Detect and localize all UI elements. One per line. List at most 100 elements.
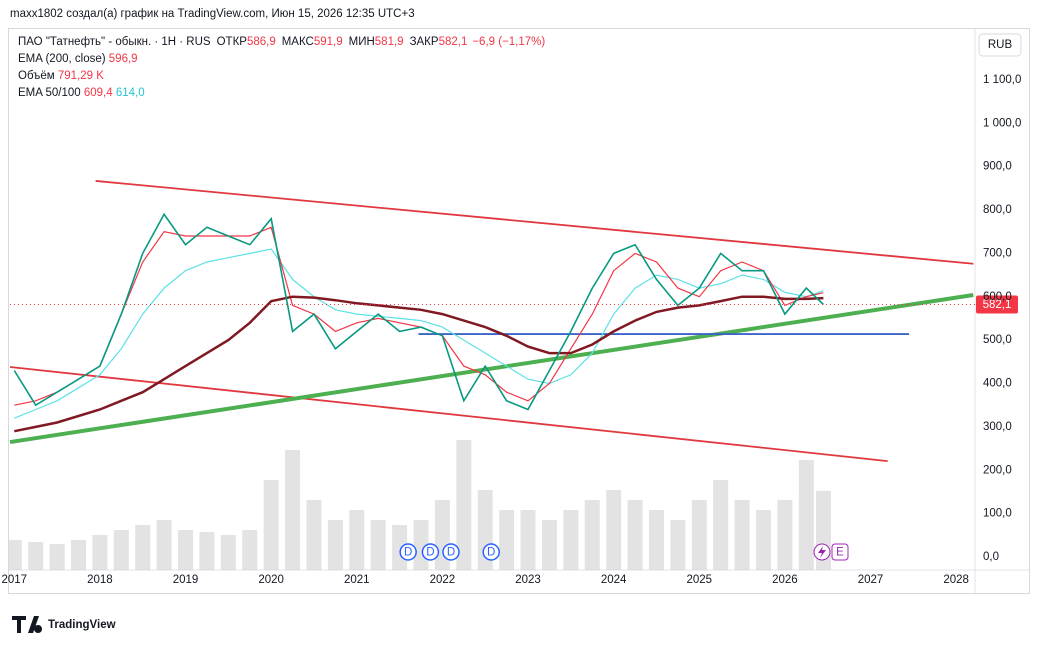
x-tick-label: 2018: [87, 574, 113, 586]
legend-value: 791,29 K: [58, 70, 104, 82]
volume-bar: [156, 520, 172, 570]
trend-line: [95, 180, 974, 265]
volume-bar: [648, 510, 664, 570]
volume-bar: [499, 510, 515, 570]
volume-bar: [777, 500, 793, 570]
volume-bar: [178, 530, 194, 570]
ohlc-label: ОТКР: [217, 36, 248, 48]
attribution: maxx1802 создал(а) график на TradingView…: [10, 8, 415, 20]
currency-button[interactable]: [978, 33, 1022, 57]
volume-bar: [349, 510, 365, 570]
dividend-marker: [399, 543, 417, 561]
earnings-label: E: [836, 547, 844, 559]
x-tick-label: 2023: [515, 574, 541, 586]
x-tick-label: 2021: [344, 574, 370, 586]
y-tick-label: 900,0: [983, 161, 1012, 173]
volume-bar: [49, 544, 65, 570]
ema-line: [14, 248, 824, 419]
legend-name: EMA (200, close): [18, 53, 106, 65]
ohlc-label: МИН: [349, 36, 375, 48]
volume-bar: [541, 520, 557, 570]
x-tick-label: 2028: [943, 574, 969, 586]
volume-bar: [606, 490, 622, 570]
brand-name: TradingView: [48, 619, 116, 631]
y-tick-label: 1 000,0: [983, 117, 1021, 129]
plot-area: [9, 180, 975, 570]
legend-ema50-100: EMA 50/100 609,4 614,0: [18, 87, 145, 99]
volume-bar: [135, 525, 151, 570]
ohlc-label: МАКС: [282, 36, 314, 48]
legend-volume: Объём 791,29 K: [18, 70, 104, 82]
x-tick-label: 2024: [601, 574, 627, 586]
overlay: 582,1 D D D D: [399, 295, 1018, 561]
dividend-label: D: [426, 547, 434, 559]
legend: ПАО "Татнефть" - обыкн. · 1H · RUS ОТКР58…: [18, 36, 545, 99]
volume-bar: [306, 500, 322, 570]
y-tick-label: 500,0: [983, 334, 1012, 346]
volume-bar: [520, 510, 536, 570]
legend-value: 609,4: [84, 87, 113, 99]
volume-bar: [627, 500, 643, 570]
volume-bar: [563, 510, 579, 570]
volume-bar: [28, 542, 44, 570]
ohlc-label: ЗАКР: [410, 36, 439, 48]
x-tick-label: 2025: [686, 574, 712, 586]
brand-logo: TradingView: [12, 616, 116, 633]
volume-bar: [263, 480, 279, 570]
y-tick-label: 1 100,0: [983, 74, 1021, 86]
dividend-label: D: [447, 547, 455, 559]
volume-bar: [220, 535, 236, 570]
dividend-label: D: [487, 547, 495, 559]
dividend-marker: [421, 543, 440, 561]
legend-value: 614,0: [116, 87, 145, 99]
chart-frame: [8, 28, 1030, 594]
volume-bar: [327, 520, 343, 570]
volume-bar: [370, 520, 386, 570]
ohlc-value: 591,9: [314, 36, 343, 48]
volume-bar: [798, 460, 814, 570]
trend-line: [9, 293, 974, 445]
y-tick-label: 300,0: [983, 421, 1012, 433]
change: −6,9 (−1,17%): [472, 36, 545, 48]
ohlc-value: 582,1: [439, 36, 468, 48]
x-tick-label: 2027: [858, 574, 884, 586]
x-tick-label: 2026: [772, 574, 798, 586]
ohlc-value: 581,9: [375, 36, 404, 48]
legend-symbol-name: ПАО "Татнефть" - обыкн. · 1H · RUS: [18, 36, 211, 48]
y-tick-label: 400,0: [983, 378, 1012, 390]
legend-ema200: EMA (200, close) 596,9: [18, 53, 138, 65]
trend-line: [9, 366, 888, 463]
x-tick-label: 2019: [173, 574, 199, 586]
volume-bar: [756, 510, 771, 570]
y-tick-label: 0,0: [983, 551, 999, 563]
y-tick-label: 100,0: [983, 508, 1012, 520]
volume-bar: [456, 440, 472, 570]
legend-name: Объём: [18, 70, 55, 82]
y-tick-label: 700,0: [983, 247, 1012, 259]
earnings-bolt: [818, 546, 826, 558]
x-tick-label: 2020: [258, 574, 284, 586]
y-tick-label: 600,0: [983, 291, 1012, 303]
volume-bar: [92, 535, 108, 570]
y-tick-label: 200,0: [983, 464, 1012, 476]
ema-line: [14, 295, 824, 433]
volume-bar: [113, 530, 129, 570]
currency: RUB: [988, 39, 1013, 51]
y-tick-label: 800,0: [983, 204, 1012, 216]
volume-bar: [9, 540, 22, 570]
legend-symbol: ПАО "Татнефть" - обыкн. · 1H · RUS ОТКР58…: [18, 36, 545, 48]
dividend-marker: [482, 543, 500, 561]
price-line: [13, 212, 824, 411]
last-price-tag: [976, 295, 1018, 314]
brand-icon: [12, 616, 43, 633]
volume-bar: [713, 480, 729, 570]
earnings-marker[interactable]: E: [813, 543, 849, 561]
legend-name: EMA 50/100: [18, 87, 81, 99]
volume-bar: [71, 540, 86, 570]
earnings-box: [831, 543, 849, 561]
volume-bar: [584, 500, 600, 570]
volume-bar: [242, 530, 258, 570]
volume-bar: [285, 450, 301, 570]
ohlc-value: 586,9: [247, 36, 276, 48]
